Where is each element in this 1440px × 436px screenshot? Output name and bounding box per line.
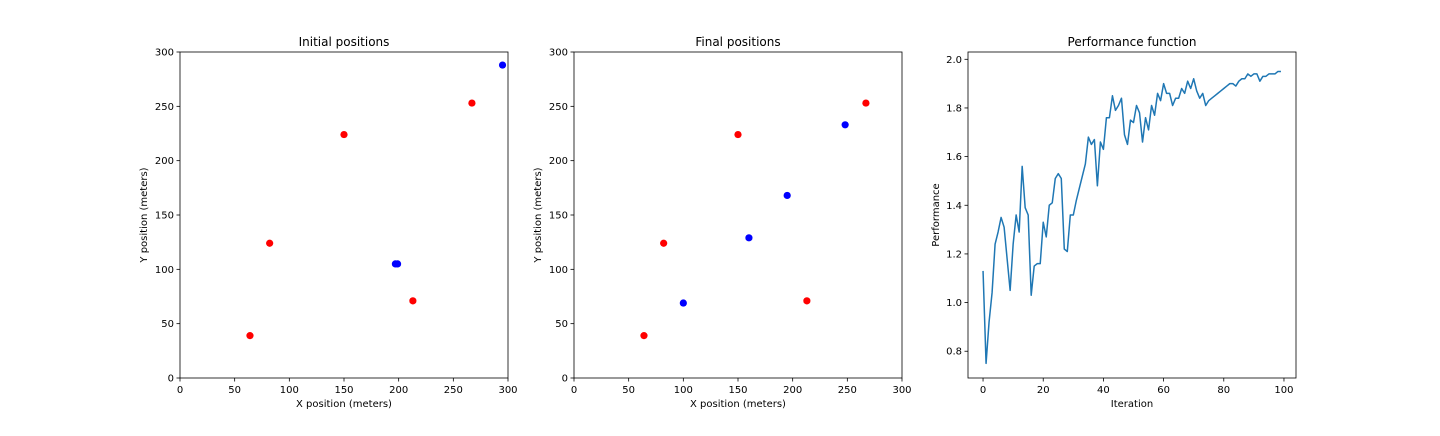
- chart1-ytick-label: 150: [155, 211, 174, 222]
- chart1-ytick-label: 50: [161, 319, 174, 330]
- chart1-plot-frame: [179, 51, 509, 379]
- chart1-red-point: [409, 297, 417, 305]
- chart2-x-axis-label: X position (meters): [690, 399, 786, 410]
- chart2-xtick-label: 100: [674, 385, 693, 396]
- chart1-red-point: [468, 99, 476, 107]
- chart1-ytick-label: 0: [168, 374, 174, 385]
- chart1-xtick-label: 50: [228, 385, 241, 396]
- chart2-blue-point: [841, 121, 849, 129]
- chart2-ytick-label: 150: [549, 211, 568, 222]
- chart1-xtick-label: 200: [389, 385, 408, 396]
- chart1-blue-point: [498, 61, 507, 69]
- chart2-red-point: [803, 297, 811, 305]
- chart1-title: Initial positions: [299, 35, 390, 49]
- chart2-xtick-label: 300: [892, 385, 911, 396]
- chart2-xtick-label: 0: [571, 385, 577, 396]
- chart1-xtick-label: 100: [280, 385, 299, 396]
- chart1-red-point: [266, 239, 274, 247]
- chart3-series-line: [982, 70, 1281, 365]
- chart2-red-point: [660, 239, 668, 247]
- chart2-blue-point: [745, 234, 753, 242]
- chart2-ytick-label: 250: [549, 102, 568, 113]
- chart2-red-point: [862, 99, 870, 107]
- chart1-ytick-label: 300: [155, 48, 174, 59]
- chart2-xtick-label: 50: [622, 385, 635, 396]
- chart2-ytick-label: 300: [549, 48, 568, 59]
- chart3-plot-frame: [967, 51, 1297, 379]
- chart1-ytick-label: 250: [155, 102, 174, 113]
- chart3-ytick-label: 1.0: [946, 298, 962, 309]
- chart1-xtick-label: 300: [498, 385, 517, 396]
- chart2-blue-point: [783, 191, 791, 200]
- chart3-ytick-label: 2.0: [946, 55, 962, 66]
- chart3-xtick-label: 40: [1097, 385, 1110, 396]
- chart2-ytick-label: 50: [555, 319, 568, 330]
- chart3-xtick-label: 20: [1037, 385, 1050, 396]
- chart2-xtick-label: 200: [783, 385, 802, 396]
- chart3-ytick-label: 1.6: [946, 152, 962, 163]
- chart1-xtick-label: 0: [177, 385, 183, 396]
- chart2-y-axis-label: Y position (meters): [533, 167, 544, 263]
- chart1-y-axis-label: Y position (meters): [139, 167, 150, 263]
- chart2-title: Final positions: [695, 35, 780, 49]
- chart3-ytick-label: 1.8: [946, 103, 962, 114]
- chart2-ytick-label: 0: [562, 374, 568, 385]
- chart1-blue-point: [393, 260, 402, 268]
- chart3-ytick-label: 1.4: [946, 201, 962, 212]
- chart2-ytick-label: 100: [549, 265, 568, 276]
- chart3-ytick-label: 0.8: [946, 347, 962, 358]
- chart1-xtick-label: 250: [444, 385, 463, 396]
- chart2-xtick-label: 250: [838, 385, 857, 396]
- chart3-xtick-label: 100: [1274, 385, 1293, 396]
- chart3-title: Performance function: [1068, 35, 1197, 49]
- chart3-y-axis-label: Performance: [931, 183, 942, 246]
- chart3-ytick-label: 1.2: [946, 249, 962, 260]
- chart2-red-point: [734, 130, 742, 139]
- chart1-ytick-label: 100: [155, 265, 174, 276]
- chart3-xtick-label: 60: [1157, 385, 1170, 396]
- chart1-xtick-label: 150: [334, 385, 353, 396]
- chart2-red-point: [640, 332, 648, 340]
- chart2-plot-frame: [573, 51, 903, 379]
- chart3-xtick-label: 0: [980, 385, 986, 396]
- chart3-xtick-label: 80: [1217, 385, 1230, 396]
- chart2-xtick-label: 150: [728, 385, 747, 396]
- chart2-blue-point: [679, 299, 687, 307]
- chart1-x-axis-label: X position (meters): [296, 399, 392, 410]
- chart2-ytick-label: 200: [549, 156, 568, 167]
- chart1-ytick-label: 200: [155, 156, 174, 167]
- chart3-x-axis-label: Iteration: [1111, 399, 1153, 410]
- chart1-red-point: [340, 130, 348, 139]
- chart1-red-point: [246, 332, 254, 340]
